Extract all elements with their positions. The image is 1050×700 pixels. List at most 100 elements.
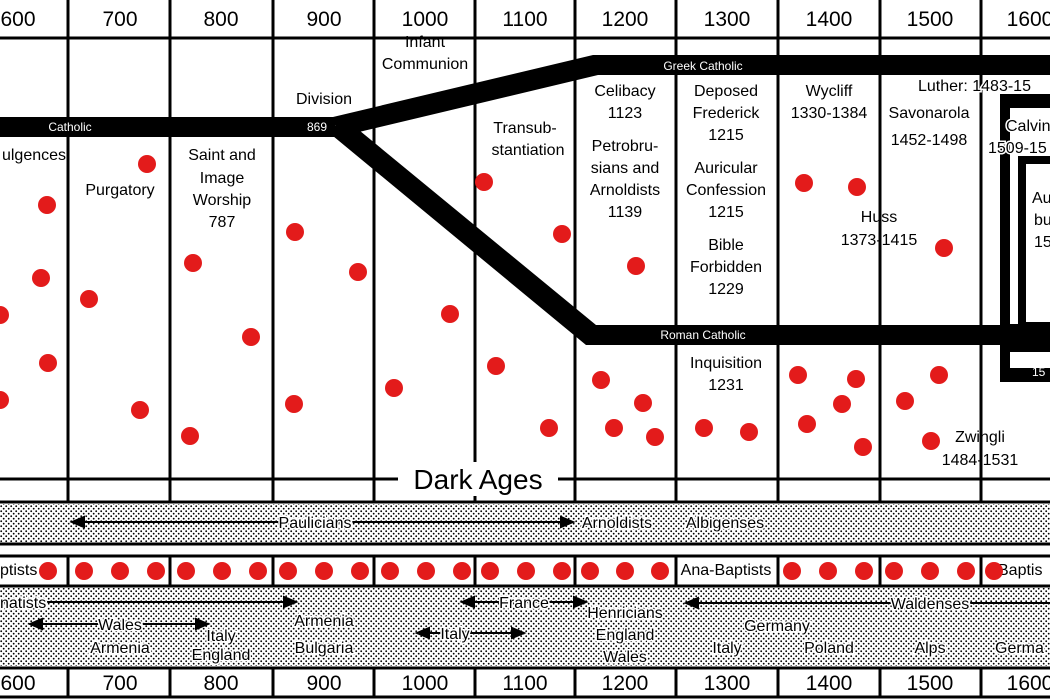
baptist-row-dots <box>39 562 1003 580</box>
martyr-dot <box>111 562 129 580</box>
century-label: 900 <box>306 672 341 695</box>
row-baptists-left: ptists <box>0 562 37 579</box>
martyr-dot <box>131 401 149 419</box>
event-transubstantiation: stantiation <box>492 142 565 159</box>
martyr-dot <box>695 419 713 437</box>
martyr-dot <box>39 562 57 580</box>
century-label: 700 <box>102 672 137 695</box>
event-auricular-confession: Auricular <box>694 160 758 177</box>
row-waldenses: Waldenses <box>891 596 970 613</box>
martyr-dot <box>279 562 297 580</box>
event-au: Au <box>1032 190 1050 207</box>
event-savonarola: 1452-1498 <box>891 132 968 149</box>
martyr-dot <box>286 223 304 241</box>
martyr-dot <box>242 328 260 346</box>
roman-catholic-label: Roman Catholic <box>660 328 745 342</box>
event-petrobrusians: 1139 <box>608 204 643 221</box>
martyr-dot <box>930 366 948 384</box>
event-celibacy: 1123 <box>608 105 643 122</box>
century-label: 1600 <box>1007 8 1050 31</box>
martyr-dot <box>540 419 558 437</box>
row-italy-2: Italy <box>440 626 469 643</box>
row-alps: Alps <box>914 640 945 657</box>
martyr-dot <box>138 155 156 173</box>
century-label: 800 <box>203 8 238 31</box>
martyr-dot <box>453 562 471 580</box>
church-bands: Catholic 869 Greek Catholic Roman Cathol… <box>0 55 1050 382</box>
martyr-dot <box>789 366 807 384</box>
row-wales-2: Wales <box>603 649 647 666</box>
martyr-dot <box>213 562 231 580</box>
event-indulgences: ulgences <box>2 147 66 164</box>
martyr-dot <box>592 371 610 389</box>
century-label: 800 <box>203 672 238 695</box>
row-anabaptists: Ana-Baptists <box>681 562 772 579</box>
martyr-dot <box>481 562 499 580</box>
century-label: 1400 <box>806 672 853 695</box>
event-au: bu <box>1034 212 1050 229</box>
martyr-dot <box>177 562 195 580</box>
event-bible-forbidden: Bible <box>708 237 744 254</box>
martyr-dot <box>819 562 837 580</box>
event-infant-communion: Infant <box>405 34 446 51</box>
event-wycliff: Wycliff <box>806 83 853 100</box>
century-header: 600 700 800 900 1000 1100 1200 1300 1400… <box>0 8 1050 40</box>
martyr-dot <box>0 391 9 409</box>
event-zwingli: Zwingli <box>955 429 1005 446</box>
event-deposed-frederick: Frederick <box>693 105 761 122</box>
martyr-dot <box>985 562 1003 580</box>
martyr-dot <box>922 432 940 450</box>
martyr-dot <box>38 196 56 214</box>
martyr-dots <box>0 155 953 456</box>
martyr-dot <box>517 562 535 580</box>
martyr-dot <box>249 562 267 580</box>
century-label: 1000 <box>402 672 449 695</box>
martyr-dot <box>381 562 399 580</box>
century-label: 1400 <box>806 8 853 31</box>
row-germany-1: Germany <box>744 618 810 635</box>
century-label: 1000 <box>402 8 449 31</box>
martyr-dot <box>184 254 202 272</box>
row-italy-1: Italy <box>206 628 235 645</box>
event-zwingli: 1484-1531 <box>942 452 1019 469</box>
event-infant-communion: Communion <box>382 56 468 73</box>
martyr-dot <box>885 562 903 580</box>
century-footer: 600 700 800 900 1000 1100 1200 1300 1400… <box>0 672 1050 695</box>
century-label: 1500 <box>907 8 954 31</box>
row-donatists: natists <box>0 595 46 612</box>
greek-catholic-band <box>333 55 1050 137</box>
dark-ages-line: Dark Ages <box>0 462 1050 496</box>
century-label: 600 <box>0 8 35 31</box>
row-armenia-2: Armenia <box>294 613 354 630</box>
event-bible-forbidden: 1229 <box>708 281 744 298</box>
row-bulgaria: Bulgaria <box>295 640 354 657</box>
row-wales: Wales <box>98 617 142 634</box>
martyr-dot <box>935 239 953 257</box>
row-italy-3: Italy <box>712 640 741 657</box>
event-celibacy: Celibacy <box>594 83 655 100</box>
martyr-dot <box>740 423 758 441</box>
event-saint-image-worship: Worship <box>193 192 251 209</box>
century-label: 1100 <box>502 8 547 31</box>
martyr-dot <box>833 395 851 413</box>
century-label: 1600 <box>1007 672 1050 695</box>
event-huss: 1373-1415 <box>841 232 918 249</box>
event-luther: Luther: 1483-15 <box>918 78 1031 95</box>
century-label: 600 <box>0 672 35 695</box>
martyr-dot <box>957 562 975 580</box>
year-869-label: 869 <box>307 120 327 134</box>
martyr-dot <box>475 173 493 191</box>
row-france: France <box>499 595 549 612</box>
event-deposed-frederick: Deposed <box>694 83 758 100</box>
event-wycliff: 1330-1384 <box>791 105 868 122</box>
row-labels: Paulicians Arnoldists Albigenses ptists … <box>0 514 1046 668</box>
martyr-dot <box>147 562 165 580</box>
martyr-dot <box>0 306 9 324</box>
row-paulicians: Paulicians <box>279 515 352 532</box>
event-labels: ulgences Purgatory Saint and Image Worsh… <box>2 34 1050 469</box>
martyr-dot <box>634 394 652 412</box>
century-label: 1100 <box>502 672 547 695</box>
row-albigenses: Albigenses <box>686 515 764 532</box>
event-petrobrusians: Petrobru- <box>592 138 659 155</box>
